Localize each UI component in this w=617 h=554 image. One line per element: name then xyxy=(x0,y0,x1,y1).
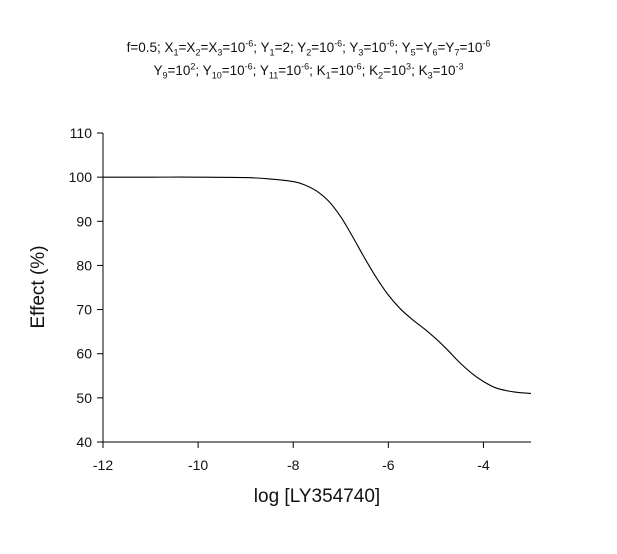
title-superscript: -6 xyxy=(482,38,491,49)
title-superscript: -3 xyxy=(455,61,464,72)
title-superscript: -6 xyxy=(301,61,310,72)
title-superscript: -6 xyxy=(244,61,253,72)
title-subscript: 9 xyxy=(162,70,168,81)
title-text: =X xyxy=(200,40,218,55)
title-subscript: 3 xyxy=(217,47,223,58)
series-line xyxy=(103,176,532,394)
title-text: ; Y xyxy=(252,63,269,78)
x-tick-label: -12 xyxy=(93,457,113,473)
title-subscript: 10 xyxy=(211,70,222,81)
title-superscript: 3 xyxy=(406,61,412,72)
title-text: Y xyxy=(153,63,163,78)
y-tick-label: 100 xyxy=(69,169,93,185)
title-subscript: 2 xyxy=(306,47,312,58)
y-ticks: 40 50 60 70 80 90 100 110 xyxy=(69,125,103,450)
title-text: =10 xyxy=(363,40,387,55)
y-tick-label: 70 xyxy=(76,302,92,318)
title-text: =10 xyxy=(383,63,407,78)
y-tick-label: 40 xyxy=(76,434,92,450)
title-text: =Y xyxy=(415,40,433,55)
x-tick-label: -8 xyxy=(287,457,300,473)
y-tick-label: 80 xyxy=(76,257,92,273)
axes xyxy=(102,133,531,443)
title-subscript: 1 xyxy=(269,47,275,58)
title-text: =Y xyxy=(437,40,455,55)
title-text: =X xyxy=(178,40,196,55)
title-subscript: 2 xyxy=(195,47,201,58)
title-text: ; K xyxy=(361,63,379,78)
x-ticks: -12 -10 -8 -6 -4 xyxy=(93,442,490,473)
chart-title-line-2: Y9=102; Y10=10-6; Y11=10-6; K1=10-6; K2=… xyxy=(0,59,617,82)
title-text: =10 xyxy=(167,63,191,78)
title-superscript: 2 xyxy=(190,61,196,72)
title-superscript: -6 xyxy=(245,38,254,49)
y-tick-label: 90 xyxy=(76,213,92,229)
title-superscript: -6 xyxy=(386,38,395,49)
title-subscript: 7 xyxy=(454,47,460,58)
y-tick-label: 60 xyxy=(76,346,92,362)
chart-title: f=0.5; X1=X2=X3=10-6; Y1=2; Y2=10-6; Y3=… xyxy=(0,36,617,82)
x-tick-label: -10 xyxy=(188,457,208,473)
title-text: ; Y xyxy=(342,40,359,55)
y-axis-title: Effect (%) xyxy=(28,245,49,328)
chart-title-line-1: f=0.5; X1=X2=X3=10-6; Y1=2; Y2=10-6; Y3=… xyxy=(0,36,617,59)
title-superscript: -6 xyxy=(334,38,343,49)
y-tick-label: 50 xyxy=(76,390,92,406)
x-tick-label: -4 xyxy=(477,457,490,473)
title-text: =10 xyxy=(432,63,456,78)
title-text: =10 xyxy=(222,40,246,55)
y-tick-label: 110 xyxy=(70,125,93,141)
title-subscript: 3 xyxy=(358,47,364,58)
title-subscript: 1 xyxy=(173,47,179,58)
title-text: =10 xyxy=(278,63,302,78)
title-text: ; K xyxy=(411,63,428,78)
title-subscript: 5 xyxy=(410,47,416,58)
title-subscript: 11 xyxy=(268,70,279,81)
title-text: ; Y xyxy=(195,63,212,78)
title-subscript: 3 xyxy=(427,70,433,81)
title-subscript: 1 xyxy=(325,70,331,81)
x-axis-title: log [LY354740] xyxy=(254,486,380,507)
series-layer xyxy=(103,176,532,394)
title-text: f=0.5; X xyxy=(126,40,174,55)
title-subscript: 2 xyxy=(378,70,384,81)
title-subscript: 6 xyxy=(432,47,438,58)
title-text: =10 xyxy=(311,40,335,55)
title-text: =10 xyxy=(330,63,354,78)
title-text: =10 xyxy=(459,40,483,55)
title-text: ; Y xyxy=(394,40,411,55)
title-text: ; Y xyxy=(253,40,270,55)
x-tick-label: -6 xyxy=(382,457,395,473)
title-text: =2; Y xyxy=(274,40,307,55)
title-text: ; K xyxy=(309,63,326,78)
title-superscript: -6 xyxy=(353,61,362,72)
title-text: =10 xyxy=(221,63,245,78)
